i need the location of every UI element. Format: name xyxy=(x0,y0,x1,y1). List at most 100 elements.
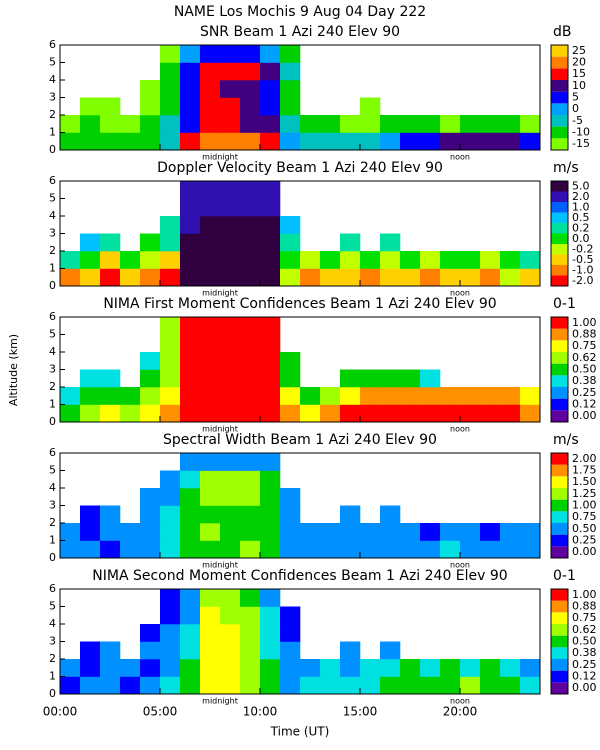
heatmap-cell xyxy=(360,676,381,695)
heatmap-cell xyxy=(200,45,221,63)
heatmap-cell xyxy=(380,251,401,269)
colorbar-swatch xyxy=(551,387,568,399)
colorbar-swatch xyxy=(551,138,568,150)
heatmap-cell xyxy=(240,659,261,677)
heatmap-cell xyxy=(100,387,121,405)
heatmap-cell xyxy=(140,132,161,151)
colorbar-unit: 0-1 xyxy=(553,296,576,312)
heatmap-cell xyxy=(220,216,241,234)
heatmap-cell xyxy=(380,387,401,405)
y-tick-label: 6 xyxy=(49,582,56,595)
colorbar-swatch xyxy=(551,647,568,659)
colorbar-label: 0.00 xyxy=(572,681,597,694)
heatmap-cell xyxy=(280,659,301,677)
heatmap-cell xyxy=(220,181,241,199)
heatmap-cell xyxy=(220,251,241,269)
colorbar-swatch xyxy=(551,45,568,57)
colorbar-label: 0.75 xyxy=(572,510,597,523)
heatmap-cell xyxy=(60,251,81,269)
heatmap-cell xyxy=(120,523,141,541)
heatmap-cell xyxy=(260,369,281,388)
heatmap-cell xyxy=(100,505,121,524)
heatmap-cell xyxy=(140,115,161,133)
colorbar-label: 1.50 xyxy=(572,475,597,488)
heatmap-cell xyxy=(180,132,201,151)
y-tick-label: 4 xyxy=(49,345,56,358)
heatmap-cell xyxy=(260,334,281,353)
heatmap-cell xyxy=(500,268,521,287)
heatmap-cell xyxy=(440,387,461,405)
heatmap-cell xyxy=(380,115,401,133)
heatmap-cell xyxy=(60,659,81,677)
heatmap-cell xyxy=(140,641,161,660)
heatmap-cell xyxy=(420,132,441,151)
colorbar-frame xyxy=(550,180,569,287)
heatmap-cell xyxy=(340,268,361,287)
heatmap-cell xyxy=(180,659,201,677)
heatmap-cell xyxy=(220,268,241,287)
heatmap-cell xyxy=(400,115,421,133)
y-tick-label: 1 xyxy=(49,126,56,139)
heatmap-cell xyxy=(140,97,161,116)
heatmap-cell xyxy=(500,404,521,423)
colorbar-swatch xyxy=(551,635,568,648)
heatmap-cell xyxy=(240,334,261,353)
heatmap-cell xyxy=(400,404,421,423)
heatmap-cell xyxy=(480,540,501,559)
heatmap-cell xyxy=(140,404,161,423)
heatmap-cell xyxy=(240,352,261,370)
colorbar-swatch xyxy=(551,589,568,601)
y-tick-label: 2 xyxy=(49,380,56,393)
heatmap-cell xyxy=(80,251,101,269)
heatmap-cell xyxy=(160,216,181,234)
heatmap-cell xyxy=(280,488,301,506)
heatmap-cell xyxy=(140,369,161,388)
heatmap-cell xyxy=(260,115,281,133)
heatmap-cell xyxy=(160,523,181,541)
heatmap-cell xyxy=(400,523,421,541)
heatmap-cell xyxy=(220,659,241,677)
heatmap-cell xyxy=(260,676,281,695)
heatmap-cell xyxy=(240,540,261,559)
heatmap-cell xyxy=(80,369,101,388)
heatmap-cell xyxy=(340,505,361,524)
colorbar-swatch xyxy=(551,265,568,276)
heatmap-cell xyxy=(160,45,181,63)
x-tick-label: 15:00 xyxy=(343,705,378,719)
annotation: noon xyxy=(450,289,470,298)
heatmap-cell xyxy=(200,317,221,335)
colorbar-swatch xyxy=(551,317,568,329)
colorbar-label: 5.0 xyxy=(572,179,590,192)
colorbar-unit: 0-1 xyxy=(553,568,576,584)
heatmap-cell xyxy=(240,369,261,388)
heatmap-cell xyxy=(300,523,321,541)
heatmap-cell xyxy=(160,624,181,642)
heatmap-cell xyxy=(240,233,261,252)
heatmap-cell xyxy=(80,505,101,524)
heatmap-cell xyxy=(480,268,501,287)
heatmap-cell xyxy=(160,589,181,607)
colorbar-label: 0.75 xyxy=(572,339,597,352)
y-tick-label: 2 xyxy=(49,244,56,257)
heatmap-cell xyxy=(160,334,181,353)
heatmap-cell xyxy=(100,97,121,116)
heatmap-cell xyxy=(480,132,501,151)
heatmap-cell xyxy=(320,251,341,269)
heatmap-cell xyxy=(360,251,381,269)
colorbar-swatch xyxy=(551,670,568,683)
heatmap-cell xyxy=(180,387,201,405)
y-tick-label: 5 xyxy=(49,328,56,341)
colorbar-label: 0.50 xyxy=(572,522,597,535)
heatmap-cell xyxy=(60,115,81,133)
heatmap-cell xyxy=(320,115,341,133)
heatmap-cell xyxy=(500,523,521,541)
heatmap-cell xyxy=(340,523,361,541)
heatmap-cell xyxy=(160,387,181,405)
heatmap-cell xyxy=(140,540,161,559)
colorbar-label: 15 xyxy=(572,67,586,80)
heatmap-cell xyxy=(160,251,181,269)
colorbar-label: 0.50 xyxy=(572,635,597,648)
heatmap-cell xyxy=(240,115,261,133)
heatmap-cell xyxy=(140,233,161,252)
heatmap-cell xyxy=(100,676,121,695)
